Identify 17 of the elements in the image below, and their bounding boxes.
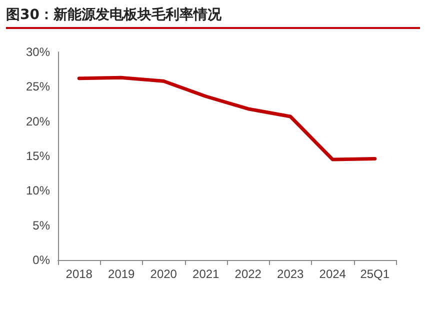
y-tick-label: 25% [26,80,50,94]
x-tick-label: 2018 [66,267,93,281]
y-tick-label: 15% [26,149,50,163]
x-tick-label: 25Q1 [360,267,390,281]
y-tick-label: 30% [26,45,50,59]
y-tick-label: 10% [26,184,50,198]
x-tick-label: 2021 [192,267,220,281]
line-series [77,76,377,162]
y-tick-label: 20% [26,114,50,128]
x-tick-label: 2020 [150,267,178,281]
x-tick-label: 2023 [277,267,304,281]
x-tick-label: 2024 [319,267,346,281]
y-tick-label: 0% [32,253,50,267]
x-tick-label: 2022 [234,267,262,281]
chart-title: 图30：新能源发电板块毛利率情况 [6,6,420,29]
y-tick-label: 5% [32,218,50,232]
x-tick-label: 2019 [108,267,136,281]
